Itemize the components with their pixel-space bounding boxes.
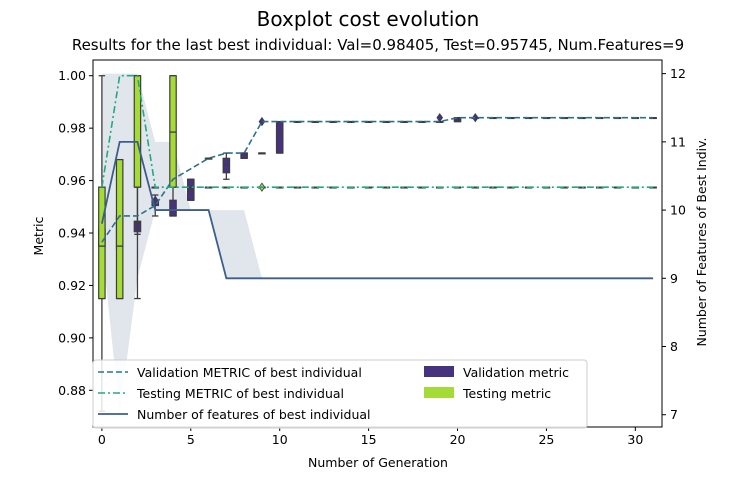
x-tick-label: 25 <box>538 432 554 447</box>
x-axis-label: Number of Generation <box>308 455 448 470</box>
x-tick-label: 10 <box>272 432 288 447</box>
x-tick-label: 30 <box>627 432 643 447</box>
y2-tick-label: 10 <box>670 203 686 218</box>
testing-best-line <box>101 74 654 188</box>
x-tick-label: 15 <box>361 432 377 447</box>
validation-flier-3 <box>472 112 479 123</box>
validation-box-4-box <box>169 199 177 217</box>
y-tick-label: 0.96 <box>58 173 86 188</box>
y-axis-left: 0.88 0.90 0.92 0.94 0.96 0.98 1.00 <box>58 68 93 398</box>
legend: Validation METRIC of best individual Tes… <box>92 359 588 429</box>
validation-box-10-box <box>275 121 284 154</box>
y-tick-label: 0.90 <box>58 330 86 345</box>
x-axis: 0 5 10 15 20 25 30 <box>98 427 643 447</box>
validation-flier-1 <box>258 116 266 127</box>
y-axis-right: 7 8 9 10 11 12 <box>662 66 686 422</box>
validation-box-7-box <box>222 157 231 174</box>
legend-box <box>92 359 588 429</box>
legend-swatch-validation-box <box>424 366 454 377</box>
y-tick-label: 0.88 <box>58 383 86 398</box>
x-tick-label: 5 <box>187 432 195 447</box>
testing-box-1-box <box>115 159 124 300</box>
plot-content <box>98 73 657 415</box>
legend-swatch-testing-box <box>424 387 454 398</box>
y-tick-label: 0.98 <box>58 121 86 136</box>
x-tick-label: 0 <box>98 432 106 447</box>
y2-tick-label: 11 <box>670 134 686 149</box>
testing-box-0-box <box>98 186 106 300</box>
testing-box-4-box <box>169 75 177 188</box>
y2-axis-label: Number of Features of Best Indiv. <box>694 137 709 346</box>
validation-flier-2 <box>436 112 444 123</box>
y2-tick-label: 7 <box>670 407 678 422</box>
legend-label-features-line: Number of features of best individual <box>137 407 371 422</box>
y2-tick-label: 8 <box>670 339 678 354</box>
x-tick-label: 20 <box>450 432 466 447</box>
chart-title: Boxplot cost evolution <box>257 7 480 31</box>
y2-tick-label: 9 <box>670 271 678 286</box>
chart-subtitle: Results for the last best individual: Va… <box>72 36 684 54</box>
testing-box-2-box <box>133 75 142 188</box>
validation-box-20-box <box>453 117 462 123</box>
y-axis-label: Metric <box>31 216 46 255</box>
validation-best-line <box>101 116 654 243</box>
features-best-line <box>101 140 654 280</box>
legend-label-testing-box: Testing metric <box>462 386 551 401</box>
legend-label-validation-line: Validation METRIC of best individual <box>137 365 362 380</box>
validation-box-8-box <box>240 152 248 159</box>
y-tick-label: 0.94 <box>58 226 86 241</box>
y-tick-label: 1.00 <box>58 68 86 83</box>
legend-label-testing-line: Testing METRIC of best individual <box>136 386 344 401</box>
y-tick-label: 0.92 <box>58 278 86 293</box>
y2-tick-label: 12 <box>670 66 686 81</box>
legend-label-validation-box: Validation metric <box>463 365 569 380</box>
plot-area <box>98 73 657 415</box>
